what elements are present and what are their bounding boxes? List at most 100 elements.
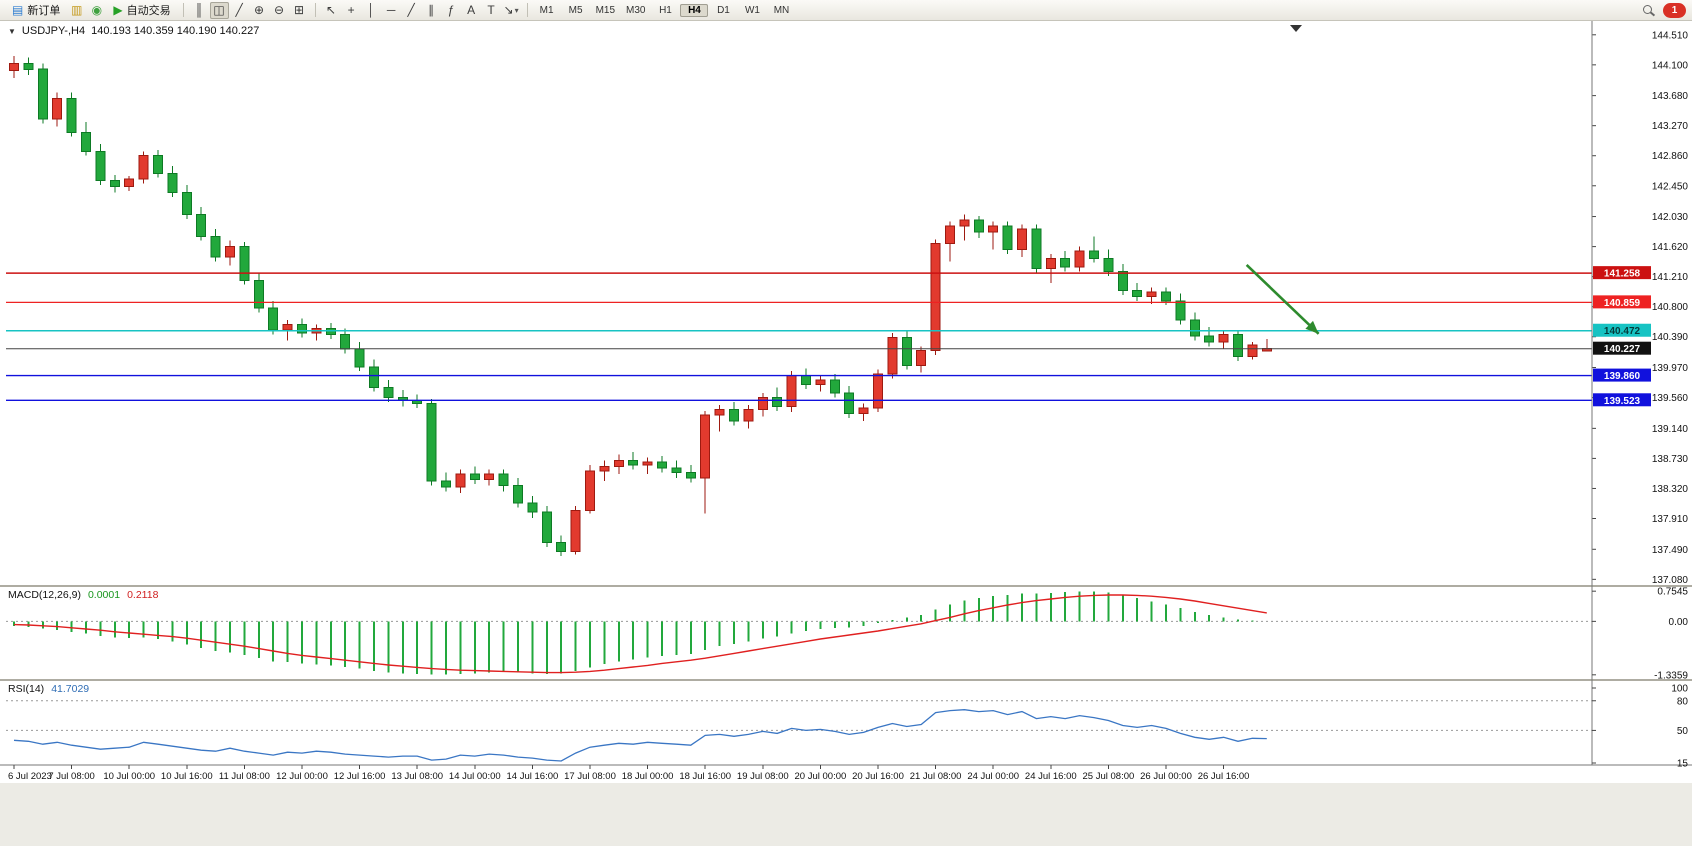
chart-canvas[interactable]: 144.510 144.100 143.680 143.270 142.860 142.4… (0, 20, 1692, 783)
svg-text:25 Jul 08:00: 25 Jul 08:00 (1083, 771, 1135, 782)
timeframe-h1[interactable]: H1 (659, 4, 672, 16)
horizontal-line-icon[interactable]: ─ (382, 2, 401, 19)
zoom-out-icon: ⊖ (274, 3, 285, 17)
svg-text:142.030: 142.030 (1652, 212, 1689, 223)
search-icon[interactable] (1642, 4, 1655, 17)
svg-text:50: 50 (1677, 726, 1689, 737)
macd-signal-line (13, 594, 1267, 674)
toolbar-separator (182, 3, 184, 17)
text-icon[interactable]: A (462, 2, 481, 19)
macd-indicator-label: MACD(12,26,9) 0.0001 0.2118 (8, 589, 158, 601)
svg-text:14 Jul 16:00: 14 Jul 16:00 (507, 771, 559, 782)
macd-signal-value: 0.2118 (127, 589, 159, 601)
svg-text:140.800: 140.800 (1652, 302, 1689, 313)
timeframe-m30[interactable]: M30 (626, 4, 646, 16)
svg-text:142.450: 142.450 (1652, 181, 1689, 192)
refresh-icon[interactable]: ◉ (87, 2, 106, 19)
symbol-ohlc: 140.193 140.359 140.190 140.227 (91, 25, 260, 37)
equidistant-channel-icon[interactable]: ∥ (422, 2, 441, 19)
timeframe-h4[interactable]: H4 (680, 3, 709, 17)
svg-text:7 Jul 08:00: 7 Jul 08:00 (48, 771, 94, 782)
svg-text:21 Jul 08:00: 21 Jul 08:00 (910, 771, 962, 782)
svg-text:139.140: 139.140 (1652, 424, 1689, 435)
zoom-in-icon[interactable]: ⊕ (250, 2, 269, 19)
zoom-out-icon[interactable]: ⊖ (270, 2, 289, 19)
svg-text:10 Jul 16:00: 10 Jul 16:00 (161, 771, 213, 782)
svg-text:142.860: 142.860 (1652, 151, 1689, 162)
chart-shift-marker[interactable] (1290, 25, 1302, 32)
fibonacci-icon[interactable]: ƒ (442, 2, 461, 19)
macd-name: MACD(12,26,9) (8, 589, 81, 601)
horizontal-line-objects[interactable]: 141.258 140.859 140.472 140.227 139.860 139.5… (6, 266, 1651, 407)
svg-text:143.270: 143.270 (1652, 121, 1689, 132)
svg-text:141.258: 141.258 (1604, 269, 1641, 280)
symbol-name: USDJPY-,H4 (21, 25, 86, 37)
rsi-value: 41.7029 (51, 683, 90, 695)
chart-window-icon[interactable]: ▥ (67, 2, 86, 19)
svg-text:6 Jul 2023: 6 Jul 2023 (8, 771, 52, 782)
pane-splitter-rsi[interactable] (0, 679, 1692, 681)
svg-text:141.620: 141.620 (1652, 242, 1689, 253)
crosshair-icon[interactable]: + (342, 2, 361, 19)
notification-badge[interactable]: 1 (1663, 2, 1686, 18)
text-label-icon[interactable]: T (482, 2, 501, 19)
bar-chart-icon[interactable]: ║ (190, 2, 209, 19)
toolbar-separator (526, 3, 528, 17)
text-label-icon: T (487, 3, 495, 17)
arrow-object[interactable] (1245, 263, 1320, 335)
svg-text:11 Jul 08:00: 11 Jul 08:00 (219, 771, 270, 782)
svg-text:80: 80 (1677, 696, 1689, 707)
trendline-icon[interactable]: ╱ (402, 2, 421, 19)
svg-text:12 Jul 00:00: 12 Jul 00:00 (276, 771, 328, 782)
arrows-tool-icon-dropdown[interactable]: ▾ (514, 5, 519, 15)
timeframe-w1[interactable]: W1 (744, 4, 760, 16)
svg-text:139.860: 139.860 (1604, 371, 1641, 382)
vertical-line-icon[interactable]: │ (362, 2, 381, 19)
price-badge (1593, 266, 1651, 280)
new-order-button-label: 新订单 (27, 5, 61, 17)
macd-main-value: 0.0001 (87, 589, 121, 601)
svg-text:13 Jul 08:00: 13 Jul 08:00 (391, 771, 443, 782)
autotrading-button: ▶ (113, 3, 123, 17)
horizontal-line-icon: ─ (386, 3, 396, 17)
candlestick-chart-icon[interactable]: ◫ (209, 1, 229, 19)
chart-window: 144.510 144.100 143.680 143.270 142.860 142.4… (0, 20, 1692, 783)
svg-text:100: 100 (1671, 684, 1688, 695)
svg-text:139.970: 139.970 (1652, 363, 1689, 374)
timeframe-d1[interactable]: D1 (717, 4, 730, 16)
toolbar-items: ▤ 新订单 ▥ ◉ ▶ 自动交易 ║ ◫ ╱ ⊕ ⊖ ⊞ ↖ + │ ─ ╱ ∥ ƒ A T ↘ ▾ (6, 1, 533, 19)
svg-text:138.730: 138.730 (1652, 454, 1689, 465)
candlestick-chart-icon: ◫ (213, 3, 225, 17)
price-badge (1593, 368, 1651, 382)
arrows-tool-icon[interactable]: ↘ ▾ (502, 2, 521, 19)
timeframe-m15[interactable]: M15 (595, 4, 616, 16)
text-icon: A (467, 3, 476, 17)
rsi-line (13, 709, 1267, 762)
toolbar-right: 1 (1642, 2, 1686, 18)
cursor-icon[interactable]: ↖ (322, 2, 341, 19)
toolbar-separator (314, 3, 316, 17)
svg-text:139.560: 139.560 (1652, 393, 1689, 404)
svg-text:144.510: 144.510 (1652, 30, 1689, 41)
price-axis: 144.510 144.100 143.680 143.270 142.860 142.4… (1592, 30, 1688, 586)
pane-splitter-macd[interactable] (0, 585, 1692, 587)
new-order-button[interactable]: ▤ 新订单 (6, 1, 66, 19)
timeframe-mn[interactable]: MN (773, 4, 790, 16)
svg-text:140.472: 140.472 (1604, 326, 1641, 337)
svg-text:140.227: 140.227 (1604, 344, 1641, 355)
autotrading-button[interactable]: ▶ 自动交易 (107, 1, 176, 19)
timeframe-m5[interactable]: M5 (568, 4, 583, 16)
svg-text:18 Jul 16:00: 18 Jul 16:00 (679, 771, 731, 782)
timeframe-m1[interactable]: M1 (539, 4, 554, 16)
svg-text:0.7545: 0.7545 (1657, 587, 1688, 598)
svg-text:139.523: 139.523 (1604, 396, 1641, 407)
price-badge (1593, 393, 1651, 407)
crosshair-icon: + (347, 3, 355, 17)
chart-dropdown-icon[interactable]: ▼ (8, 26, 16, 36)
svg-text:141.210: 141.210 (1652, 272, 1689, 283)
fibonacci-icon: ƒ (447, 3, 455, 17)
svg-text:0.00: 0.00 (1669, 617, 1689, 628)
line-chart-icon[interactable]: ╱ (230, 2, 249, 19)
tile-windows-icon[interactable]: ⊞ (290, 2, 309, 19)
